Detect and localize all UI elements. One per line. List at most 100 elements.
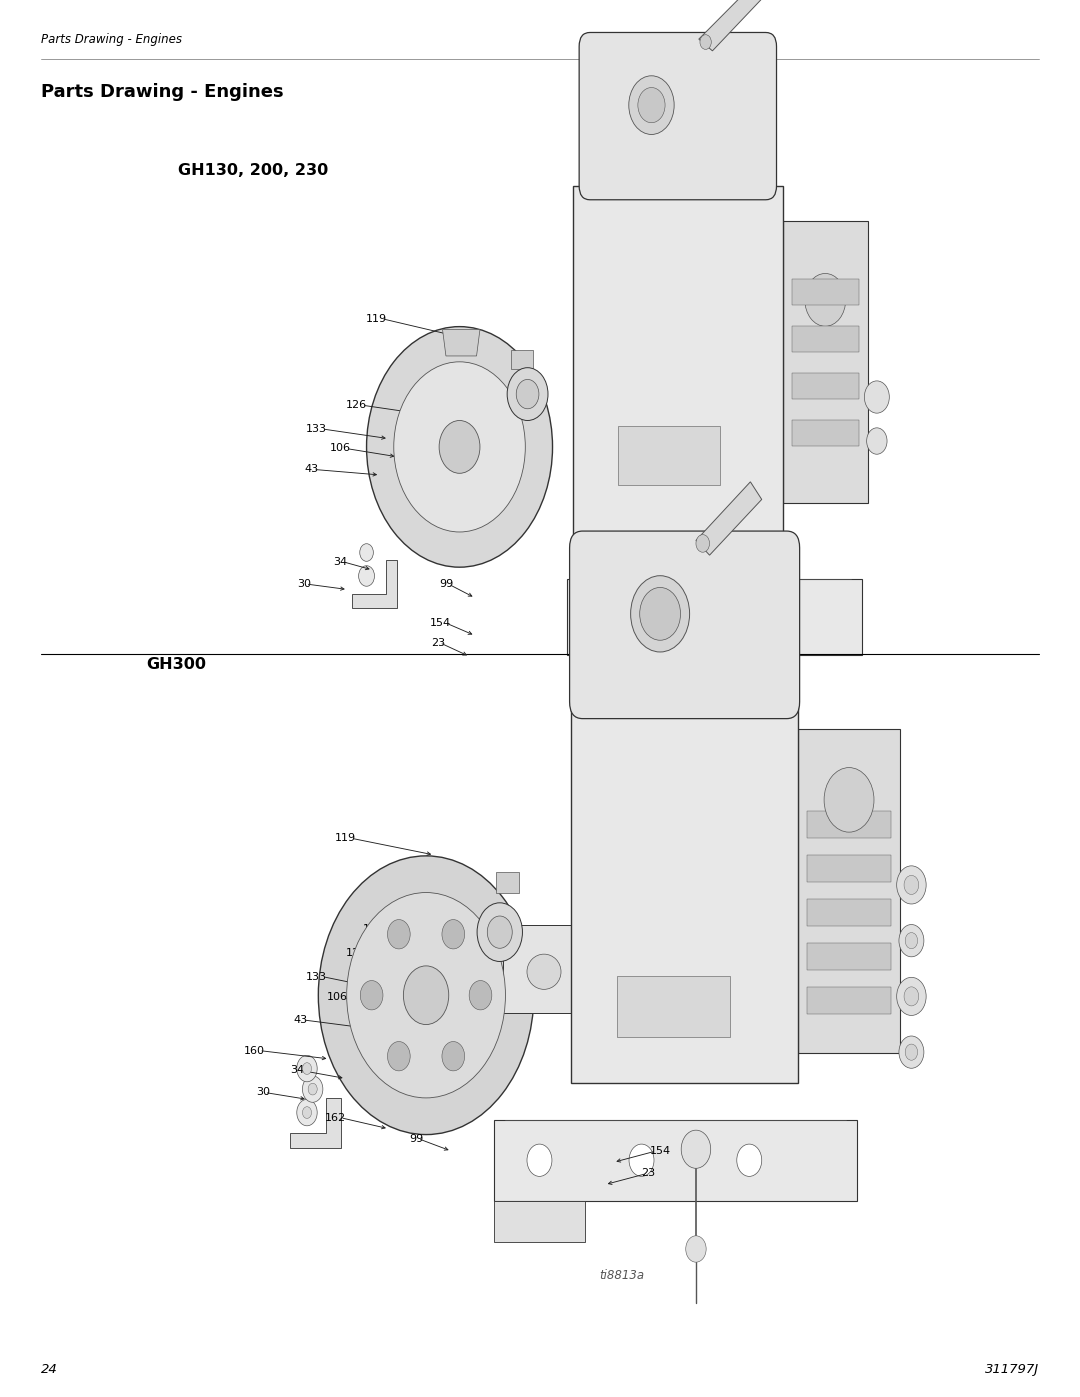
- Polygon shape: [497, 872, 519, 893]
- Circle shape: [308, 1083, 318, 1095]
- Circle shape: [904, 986, 919, 1006]
- Polygon shape: [495, 1120, 858, 1200]
- Circle shape: [639, 587, 680, 640]
- Bar: [572, 186, 783, 538]
- Text: 106: 106: [327, 992, 348, 1003]
- Bar: [792, 420, 859, 446]
- Circle shape: [361, 981, 383, 1010]
- Circle shape: [805, 274, 846, 327]
- Circle shape: [654, 577, 673, 601]
- Text: ti8813a: ti8813a: [599, 1268, 645, 1282]
- Text: Parts Drawing - Engines: Parts Drawing - Engines: [41, 32, 183, 46]
- Polygon shape: [567, 578, 862, 655]
- Polygon shape: [511, 351, 534, 369]
- Bar: [807, 855, 891, 882]
- Circle shape: [297, 1055, 318, 1081]
- Text: 34: 34: [334, 556, 348, 567]
- Polygon shape: [495, 1200, 585, 1242]
- Text: 7: 7: [711, 990, 718, 1002]
- Text: 126: 126: [459, 490, 481, 502]
- Circle shape: [686, 1236, 706, 1263]
- Text: 23: 23: [642, 1168, 656, 1179]
- Text: Parts Drawing - Engines: Parts Drawing - Engines: [41, 84, 284, 101]
- Bar: [798, 729, 900, 1053]
- Circle shape: [824, 767, 874, 833]
- Polygon shape: [503, 925, 585, 1013]
- Text: 154: 154: [430, 617, 451, 629]
- Circle shape: [905, 933, 918, 949]
- Bar: [617, 977, 730, 1038]
- Circle shape: [696, 535, 710, 552]
- Circle shape: [477, 902, 523, 961]
- Text: 133: 133: [307, 423, 327, 434]
- Ellipse shape: [527, 954, 561, 989]
- Text: 153: 153: [644, 1034, 664, 1045]
- Circle shape: [595, 602, 619, 631]
- Text: 153: 153: [644, 511, 664, 522]
- Text: 154: 154: [650, 1013, 672, 1024]
- Bar: [571, 701, 798, 1083]
- Circle shape: [366, 327, 553, 567]
- Circle shape: [388, 919, 410, 949]
- Circle shape: [631, 576, 690, 652]
- Circle shape: [629, 1144, 654, 1176]
- Circle shape: [905, 1044, 918, 1060]
- Text: 162: 162: [324, 1112, 346, 1123]
- Text: 119: 119: [335, 833, 356, 844]
- Circle shape: [347, 893, 505, 1098]
- Circle shape: [638, 88, 665, 123]
- Text: 7: 7: [711, 453, 718, 464]
- Circle shape: [394, 362, 525, 532]
- Text: 154: 154: [650, 1146, 672, 1157]
- Circle shape: [675, 602, 698, 631]
- Text: 24: 24: [700, 970, 714, 981]
- Circle shape: [899, 925, 923, 957]
- Circle shape: [442, 1042, 464, 1071]
- Text: 24: 24: [41, 1362, 58, 1376]
- Polygon shape: [289, 1098, 341, 1148]
- Polygon shape: [352, 560, 397, 608]
- Bar: [807, 812, 891, 838]
- Text: 43: 43: [305, 464, 319, 475]
- Circle shape: [899, 1037, 923, 1069]
- Circle shape: [766, 602, 788, 631]
- Circle shape: [866, 427, 887, 454]
- Circle shape: [404, 965, 449, 1024]
- Text: 161: 161: [363, 923, 383, 935]
- Circle shape: [388, 1042, 410, 1071]
- Text: 99: 99: [440, 578, 454, 590]
- Text: 106: 106: [330, 443, 351, 454]
- Bar: [618, 426, 720, 485]
- Circle shape: [516, 380, 539, 409]
- Circle shape: [487, 916, 512, 949]
- Circle shape: [508, 367, 548, 420]
- Bar: [792, 373, 859, 400]
- Text: 311797J: 311797J: [985, 1362, 1039, 1376]
- Text: 88: 88: [602, 793, 616, 805]
- Bar: [807, 900, 891, 926]
- Bar: [807, 943, 891, 970]
- Text: 99: 99: [409, 1133, 423, 1144]
- Circle shape: [864, 381, 889, 414]
- Polygon shape: [696, 482, 761, 555]
- Text: 126: 126: [346, 947, 367, 958]
- Circle shape: [700, 35, 712, 49]
- Bar: [783, 221, 868, 503]
- Text: 154: 154: [650, 490, 672, 502]
- Text: GH130, 200, 230: GH130, 200, 230: [178, 163, 328, 177]
- Bar: [807, 988, 891, 1014]
- Circle shape: [648, 569, 679, 609]
- Text: 24: 24: [700, 433, 714, 444]
- Text: 30: 30: [256, 1087, 270, 1098]
- Circle shape: [297, 1099, 318, 1126]
- Polygon shape: [443, 330, 480, 356]
- Circle shape: [527, 1144, 552, 1176]
- Polygon shape: [699, 0, 761, 50]
- Circle shape: [896, 978, 927, 1016]
- Circle shape: [681, 1130, 711, 1168]
- Circle shape: [359, 566, 375, 587]
- Text: 88: 88: [602, 271, 616, 282]
- Circle shape: [737, 1144, 761, 1176]
- Text: 160: 160: [244, 1045, 265, 1056]
- Circle shape: [904, 876, 919, 894]
